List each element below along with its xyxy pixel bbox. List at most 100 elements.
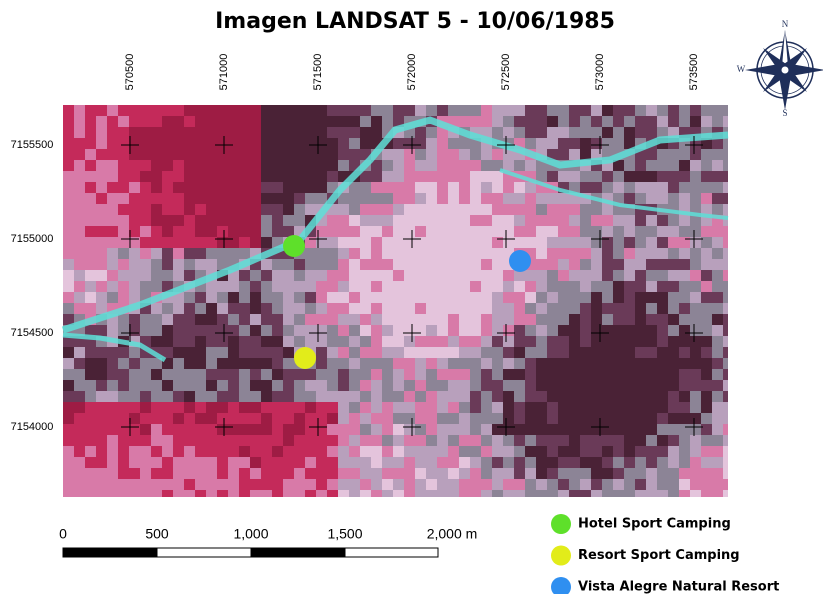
image-pixel	[679, 204, 690, 215]
image-pixel	[514, 281, 525, 292]
image-pixel	[470, 226, 481, 237]
image-pixel	[602, 413, 613, 424]
image-pixel	[668, 380, 679, 391]
image-pixel	[492, 116, 503, 127]
image-pixel	[327, 369, 338, 380]
image-pixel	[503, 193, 514, 204]
image-pixel	[668, 325, 679, 336]
image-pixel	[437, 380, 448, 391]
image-pixel	[371, 116, 382, 127]
image-pixel	[217, 468, 228, 479]
image-pixel	[712, 314, 723, 325]
image-pixel	[525, 259, 536, 270]
image-pixel	[514, 237, 525, 248]
image-pixel	[602, 314, 613, 325]
image-pixel	[239, 468, 250, 479]
image-pixel	[591, 336, 602, 347]
image-pixel	[382, 226, 393, 237]
image-pixel	[294, 413, 305, 424]
image-pixel	[470, 270, 481, 281]
image-pixel	[371, 369, 382, 380]
image-pixel	[415, 105, 426, 116]
image-pixel	[723, 193, 728, 204]
image-pixel	[503, 413, 514, 424]
image-pixel	[580, 204, 591, 215]
image-pixel	[239, 380, 250, 391]
image-pixel	[426, 281, 437, 292]
image-pixel	[206, 468, 217, 479]
image-pixel	[536, 215, 547, 226]
image-pixel	[547, 171, 558, 182]
image-pixel	[162, 336, 173, 347]
image-pixel	[349, 435, 360, 446]
image-pixel	[151, 149, 162, 160]
image-pixel	[140, 457, 151, 468]
image-pixel	[140, 369, 151, 380]
image-pixel	[536, 193, 547, 204]
image-pixel	[558, 303, 569, 314]
image-pixel	[404, 237, 415, 248]
image-pixel	[393, 182, 404, 193]
image-pixel	[140, 391, 151, 402]
image-pixel	[646, 160, 657, 171]
image-pixel	[624, 336, 635, 347]
image-pixel	[239, 204, 250, 215]
image-pixel	[635, 479, 646, 490]
image-pixel	[360, 237, 371, 248]
image-pixel	[63, 391, 74, 402]
image-pixel	[74, 424, 85, 435]
image-pixel	[305, 303, 316, 314]
image-pixel	[448, 116, 459, 127]
image-pixel	[646, 380, 657, 391]
image-pixel	[602, 391, 613, 402]
image-pixel	[668, 226, 679, 237]
image-pixel	[404, 182, 415, 193]
image-pixel	[690, 468, 701, 479]
image-pixel	[129, 182, 140, 193]
image-pixel	[602, 369, 613, 380]
image-pixel	[679, 457, 690, 468]
image-pixel	[250, 215, 261, 226]
compass-west: W	[737, 64, 746, 74]
image-pixel	[492, 248, 503, 259]
image-pixel	[580, 435, 591, 446]
image-pixel	[481, 435, 492, 446]
image-pixel	[294, 270, 305, 281]
image-pixel	[426, 457, 437, 468]
scale-segment	[250, 547, 346, 558]
image-pixel	[327, 314, 338, 325]
image-pixel	[107, 446, 118, 457]
image-pixel	[591, 303, 602, 314]
image-pixel	[492, 160, 503, 171]
image-pixel	[514, 325, 525, 336]
image-pixel	[85, 248, 96, 259]
image-pixel	[195, 193, 206, 204]
image-pixel	[448, 303, 459, 314]
image-pixel	[63, 369, 74, 380]
image-pixel	[701, 358, 712, 369]
image-pixel	[558, 215, 569, 226]
image-pixel	[85, 116, 96, 127]
image-pixel	[349, 237, 360, 248]
image-pixel	[107, 457, 118, 468]
image-pixel	[294, 446, 305, 457]
image-pixel	[206, 446, 217, 457]
image-pixel	[217, 226, 228, 237]
image-pixel	[129, 138, 140, 149]
image-pixel	[558, 391, 569, 402]
image-pixel	[305, 380, 316, 391]
image-pixel	[426, 215, 437, 226]
image-pixel	[162, 116, 173, 127]
image-pixel	[327, 237, 338, 248]
image-pixel	[261, 391, 272, 402]
image-pixel	[151, 468, 162, 479]
image-pixel	[316, 369, 327, 380]
image-pixel	[558, 116, 569, 127]
image-pixel	[107, 325, 118, 336]
image-pixel	[470, 457, 481, 468]
image-pixel	[338, 457, 349, 468]
image-pixel	[657, 369, 668, 380]
image-pixel	[613, 116, 624, 127]
image-pixel	[514, 402, 525, 413]
image-pixel	[492, 281, 503, 292]
